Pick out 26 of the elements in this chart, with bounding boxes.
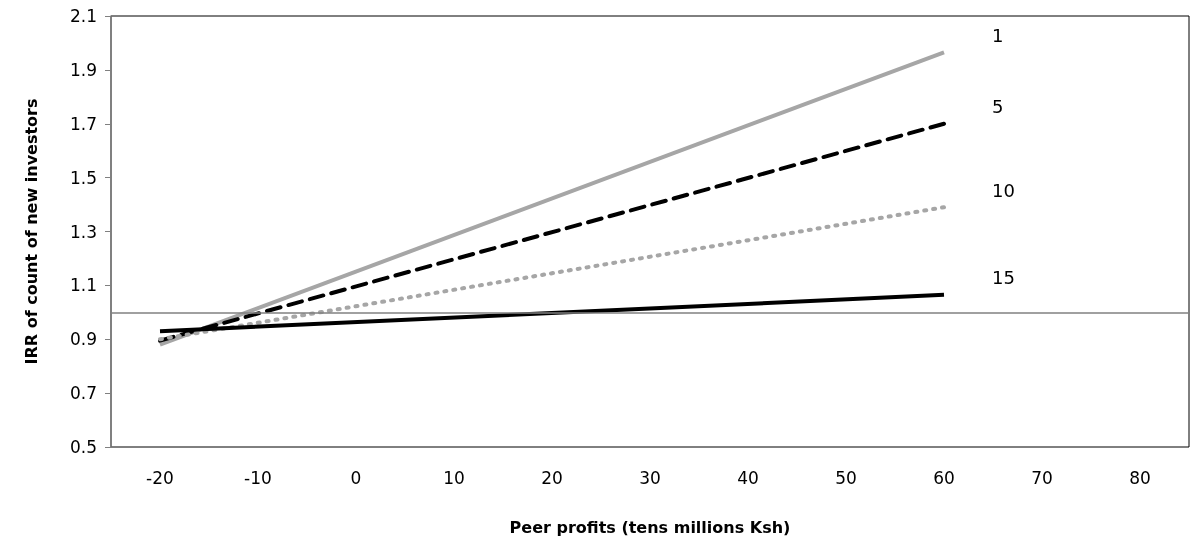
x-tick-label: 30: [639, 467, 661, 488]
text: 10: [992, 179, 1015, 201]
x-tick-label: -10: [244, 467, 272, 488]
y-tick-label: 1.1: [69, 275, 97, 296]
x-tick-label: 60: [933, 467, 955, 488]
y-tick-label: 1.5: [69, 167, 97, 188]
x-tick-label: 10: [443, 467, 465, 488]
x-axis-title: Peer profits (tens millions Ksh): [509, 517, 791, 537]
y-tick-label: 2.1: [69, 6, 97, 26]
y-tick-label: 0.9: [69, 329, 97, 350]
y-tick-label: 0.7: [69, 383, 97, 404]
y-tick-label: 1.9: [69, 59, 97, 80]
y-tick-label: 1.3: [69, 221, 97, 242]
text: 1: [992, 24, 1004, 46]
x-tick-label: 20: [541, 467, 563, 488]
x-tick-label: 70: [1031, 467, 1053, 488]
x-tick-label: -20: [146, 467, 174, 488]
x-tick-label: 50: [835, 467, 857, 488]
x-tick-label: 80: [1129, 467, 1151, 488]
text: 15: [992, 267, 1015, 289]
x-tick-label: 0: [350, 467, 362, 488]
text: 5: [992, 96, 1004, 118]
y-axis-title: IRR of count of new investors: [21, 98, 41, 365]
y-tick-label: 0.5: [69, 437, 97, 457]
y-tick-label: 1.7: [69, 113, 97, 134]
x-tick-label: 40: [737, 467, 759, 488]
